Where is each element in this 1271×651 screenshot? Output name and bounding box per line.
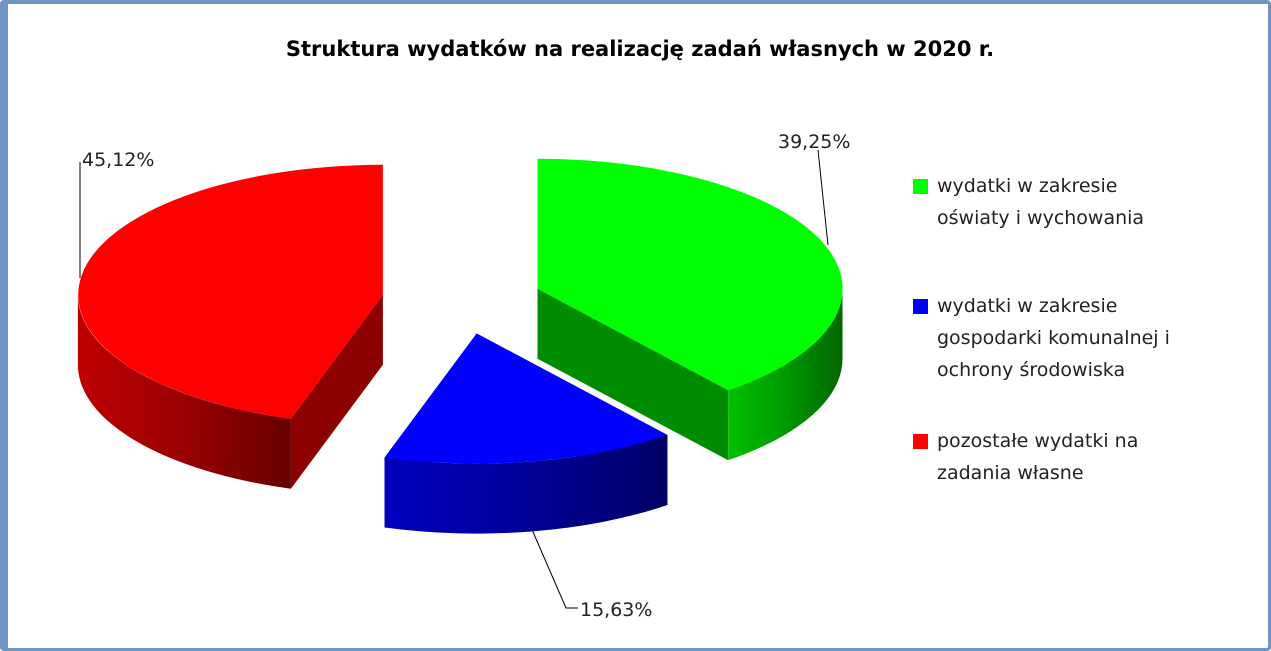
data-label: 39,25% — [778, 131, 850, 153]
slice-side — [290, 294, 383, 489]
slice-side — [537, 288, 729, 461]
legend-label: wydatki w zakresie oświaty i wychowania — [937, 175, 1145, 229]
slice — [537, 158, 843, 391]
slice-side — [728, 288, 843, 461]
slice — [78, 164, 383, 419]
legend-label: pozostałe wydatki na zadania własne — [937, 430, 1139, 484]
chart-title: Struktura wydatków na realizację zadań w… — [286, 37, 994, 61]
slice-side — [384, 435, 668, 534]
legend-label: wydatki w zakresie gospodarki komunalnej… — [937, 295, 1170, 381]
legend-swatch — [913, 434, 928, 449]
data-label: 45,12% — [82, 149, 154, 171]
slice-side — [77, 294, 291, 489]
legend-item: pozostałe wydatki na zadania własne — [913, 425, 1233, 489]
leader-line — [817, 149, 829, 246]
data-label: 15,63% — [580, 599, 652, 621]
slice — [384, 333, 668, 464]
legend-item: wydatki w zakresie oświaty i wychowania — [913, 170, 1233, 234]
legend-swatch — [913, 299, 928, 314]
legend-item: wydatki w zakresie gospodarki komunalnej… — [913, 290, 1233, 386]
legend-swatch — [913, 179, 928, 194]
leader-line — [529, 524, 578, 609]
